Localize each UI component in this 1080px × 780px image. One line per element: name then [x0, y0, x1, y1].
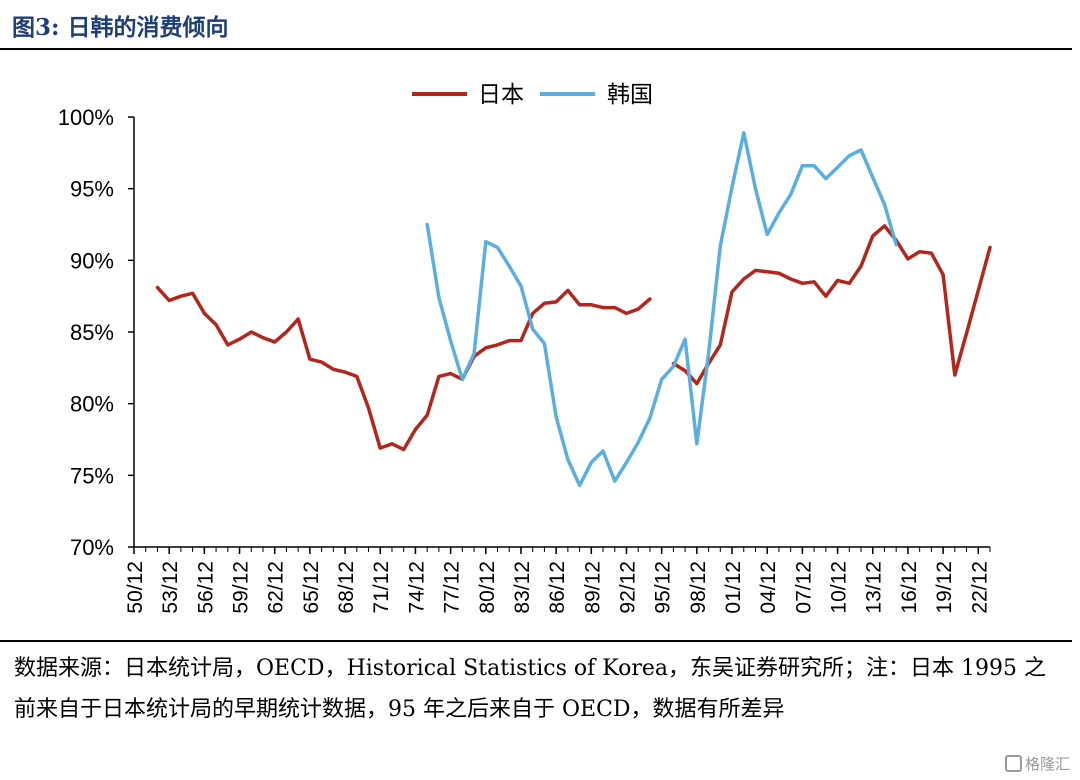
y-tick-label: 95%: [70, 177, 114, 202]
x-tick-label: 92/12: [616, 561, 639, 614]
x-tick-label: 80/12: [476, 561, 499, 614]
x-tick-label: 86/12: [546, 561, 569, 614]
y-tick-label: 80%: [70, 392, 114, 417]
x-tick-label: 16/12: [898, 561, 921, 614]
x-tick-label: 50/12: [124, 561, 147, 614]
x-tick-label: 83/12: [511, 561, 534, 614]
page-title: 图3: 日韩的消费倾向: [12, 14, 229, 41]
series-line-japan-1: [155, 285, 652, 452]
y-axis: 70% 75% 80% 85% 90% 95% 100%: [58, 105, 135, 560]
x-tick-label: 01/12: [722, 561, 745, 614]
chart-lines: [155, 131, 992, 488]
source-note: 数据来源：日本统计局，OECD，Historical Statistics of…: [14, 656, 1046, 722]
watermark: 格隆汇: [1004, 753, 1070, 774]
x-tick-label: 62/12: [265, 561, 288, 614]
x-tick-label: 19/12: [933, 561, 956, 614]
y-tick-label: 70%: [70, 535, 114, 560]
x-tick-label: 95/12: [652, 561, 675, 614]
x-tick-label: 56/12: [194, 561, 217, 614]
x-tick-label: 65/12: [300, 561, 323, 614]
x-tick-label: 98/12: [687, 561, 710, 614]
x-tick-label: 13/12: [863, 561, 886, 614]
x-tick-label: 22/12: [968, 561, 991, 614]
source-divider: [0, 640, 1072, 642]
x-axis: 50/12 53/12 56/12 59/12 62/12 65/12 68/12 71/12…: [124, 546, 991, 614]
x-tick-label: 89/12: [581, 561, 604, 614]
title-divider: [0, 48, 1072, 50]
y-tick-label: 100%: [58, 105, 114, 130]
x-tick-label: 71/12: [370, 561, 393, 614]
legend-label-korea: 韩国: [607, 82, 653, 108]
x-tick-label: 77/12: [441, 561, 464, 614]
x-tick-label: 53/12: [159, 561, 182, 614]
x-tick-label: 74/12: [405, 561, 428, 614]
consumption-propensity-chart: 日本 韩国 70% 75% 80% 85% 90% 95% 100% 50/12 53/12 56…: [58, 82, 992, 614]
y-tick-label: 85%: [70, 320, 114, 345]
x-tick-label: 68/12: [335, 561, 358, 614]
chart-legend: 日本 韩国: [412, 82, 653, 108]
y-tick-label: 75%: [70, 463, 114, 488]
series-line-korea-1: [425, 131, 898, 488]
legend-label-japan: 日本: [478, 82, 524, 108]
series-line-japan-2: [671, 224, 992, 386]
x-tick-label: 10/12: [828, 561, 851, 614]
x-tick-label: 59/12: [230, 561, 253, 614]
x-tick-label: 04/12: [757, 561, 780, 614]
watermark-logo-icon: [1004, 755, 1022, 772]
x-tick-label: 07/12: [792, 561, 815, 614]
y-tick-label: 90%: [70, 248, 114, 273]
watermark-text: 格隆汇: [1024, 755, 1070, 773]
